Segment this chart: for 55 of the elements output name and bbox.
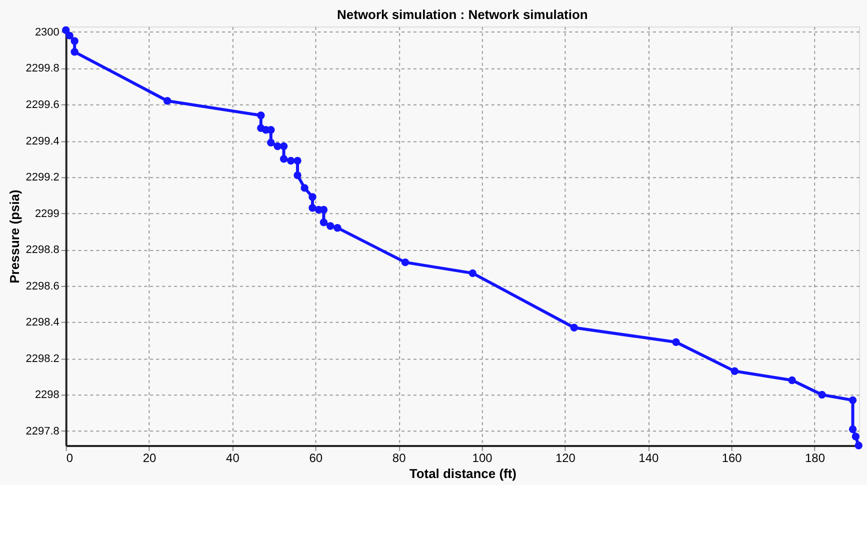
point [280, 155, 288, 163]
point [730, 367, 739, 376]
point [854, 442, 862, 450]
point [788, 376, 796, 384]
x-tick-label: 0 [66, 450, 74, 465]
y-tick-label: 2299.8 [26, 62, 60, 75]
x-tick-label: 80 [392, 450, 406, 465]
point [267, 138, 275, 146]
y-tick-label: 2298.4 [26, 316, 60, 329]
x-axis-title: Total distance (ft) [409, 466, 516, 481]
y-axis-title: Pressure (psia) [6, 190, 22, 284]
point [320, 218, 328, 226]
y-tick-label: 2300 [34, 26, 60, 38]
point [818, 390, 826, 399]
y-tick-label: 2297.8 [26, 426, 60, 438]
x-tick-label: 20 [142, 450, 157, 465]
point [66, 32, 74, 40]
y-tick-label: 2299.2 [26, 172, 60, 184]
point [308, 193, 316, 201]
point [300, 184, 308, 192]
y-tick-label: 2299.4 [26, 135, 60, 148]
point [294, 171, 302, 180]
point [852, 432, 860, 440]
point [287, 156, 295, 165]
point [308, 204, 316, 212]
y-tick-label: 2299.6 [26, 98, 60, 111]
point [163, 97, 172, 105]
point [280, 142, 288, 150]
point [672, 338, 680, 346]
point [848, 425, 857, 434]
point [70, 37, 78, 45]
y-tick-label: 2298 [34, 389, 60, 402]
x-tick-label: 120 [555, 450, 576, 465]
point [62, 26, 70, 34]
y-tick-label: 2298.6 [26, 280, 60, 292]
point [468, 269, 476, 278]
point [326, 222, 334, 230]
point [848, 396, 857, 404]
x-tick-label: 160 [722, 450, 742, 465]
chart-title: Network simulation : Network simulation [337, 6, 588, 22]
point [334, 224, 342, 232]
point [294, 156, 302, 165]
y-tick-label: 2298.2 [26, 352, 60, 365]
y-tick-label: 2299 [34, 208, 60, 220]
x-tick-label: 140 [638, 450, 659, 465]
x-tick-label: 40 [226, 450, 240, 465]
x-tick-label: 180 [805, 450, 826, 465]
x-tick-label: 100 [472, 450, 493, 465]
point [401, 258, 410, 266]
point [570, 324, 578, 332]
x-tick-label: 60 [309, 450, 323, 465]
point [257, 112, 265, 120]
y-tick-label: 2298.8 [26, 244, 60, 256]
point [267, 126, 275, 134]
point [70, 48, 78, 56]
